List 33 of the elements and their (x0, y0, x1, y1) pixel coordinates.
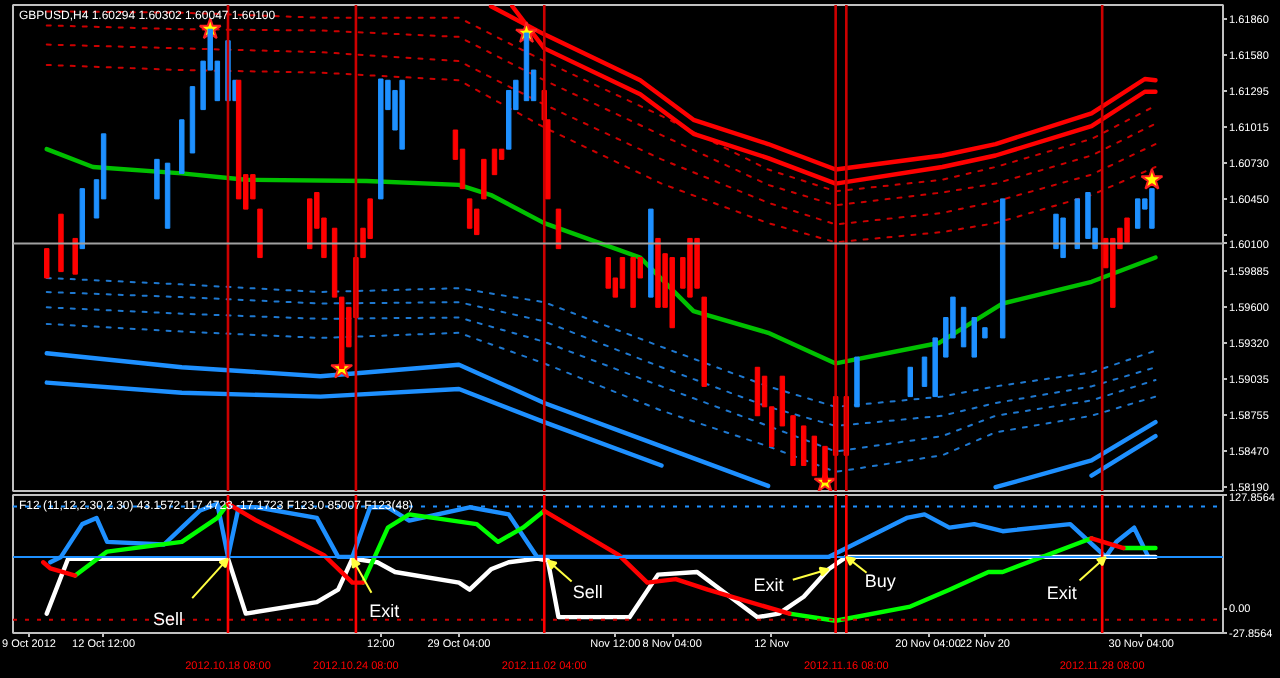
candlestick (1134, 197, 1141, 230)
candlestick (822, 445, 828, 484)
annotation: Sell (572, 582, 603, 603)
candlestick (960, 306, 967, 348)
annotation: Exit (369, 600, 401, 621)
line-series (45, 276, 1157, 408)
annotation: Exit (753, 575, 785, 596)
candlestick (44, 247, 50, 279)
point (1140, 167, 1164, 190)
annotation: Exit (1046, 582, 1078, 603)
candlestick (481, 158, 487, 200)
candlestick (971, 316, 977, 359)
candlestick (1060, 217, 1066, 259)
candlestick (72, 237, 78, 276)
candlestick (1053, 213, 1059, 250)
candlestick (466, 197, 473, 230)
candlestick (921, 356, 928, 388)
candlestick (605, 256, 611, 290)
candlestick (491, 148, 498, 176)
annotation: Sell (152, 608, 184, 629)
line-series (45, 306, 1157, 453)
candlestick (907, 366, 913, 398)
line-series (44, 146, 1158, 366)
line-series (45, 291, 1157, 427)
candlestick (811, 435, 818, 477)
candlestick (154, 158, 160, 200)
candlestick (1124, 217, 1130, 244)
candlestick (800, 425, 807, 466)
candlestick (1149, 187, 1155, 230)
candlestick (619, 256, 626, 290)
annotation: Buy (864, 570, 897, 591)
line-series (45, 322, 1157, 473)
candlestick (555, 208, 562, 250)
